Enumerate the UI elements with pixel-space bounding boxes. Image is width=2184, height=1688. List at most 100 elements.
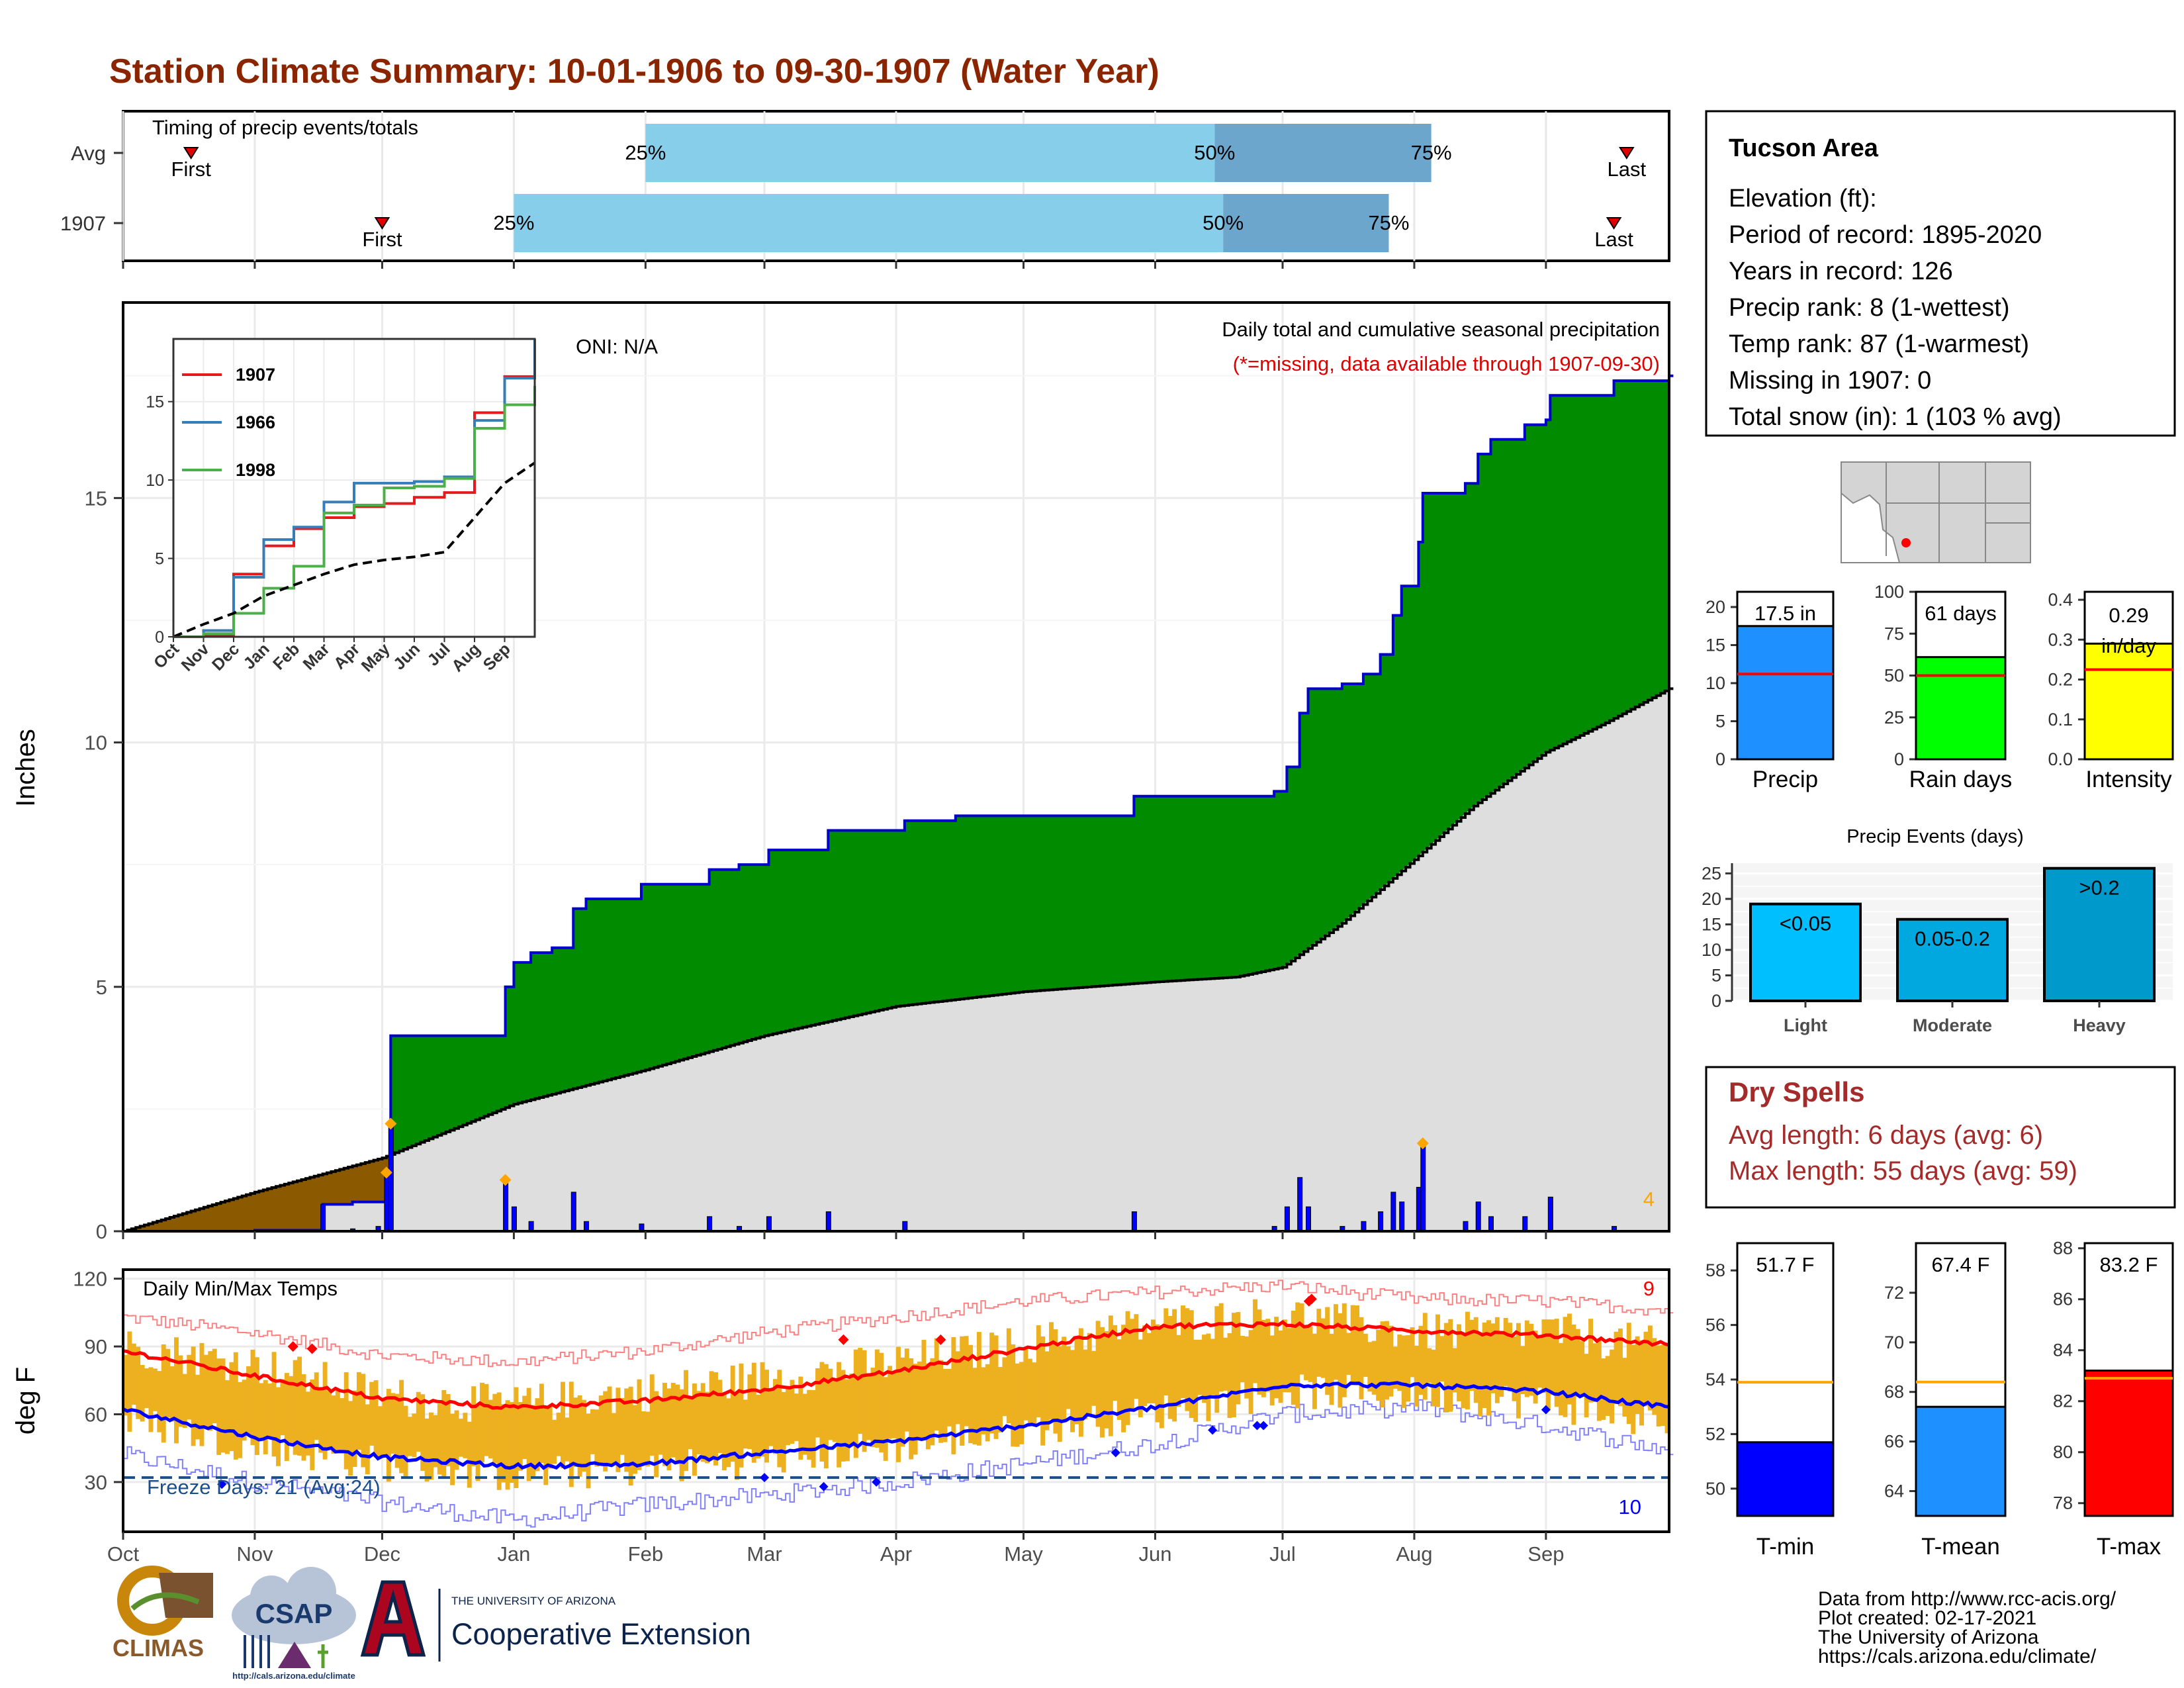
daily-temp-bar — [1622, 1358, 1627, 1417]
daily-temp-bar — [1134, 1314, 1139, 1399]
daily-temp-bar — [390, 1393, 396, 1454]
dry-spells-title: Dry Spells — [1729, 1076, 1864, 1107]
daily-temp-bar — [1469, 1319, 1475, 1391]
mini-ytick-label: 52 — [1706, 1424, 1725, 1444]
daily-temp-bar — [1223, 1337, 1228, 1391]
timing-p75-label: 75% — [1368, 211, 1409, 234]
daily-temp-bar — [246, 1366, 251, 1436]
daily-precip-bar — [1420, 1143, 1426, 1232]
daily-temp-bar — [505, 1400, 510, 1490]
daily-temp-bar — [1478, 1332, 1483, 1417]
inset-legend-label: 1966 — [236, 412, 275, 432]
daily-temp-bar — [305, 1391, 310, 1456]
daily-temp-bar — [594, 1409, 600, 1467]
daily-temp-bar — [658, 1397, 663, 1455]
daily-temp-bar — [705, 1391, 710, 1464]
daily-temp-bar — [463, 1413, 468, 1458]
daily-temp-bar — [127, 1331, 132, 1432]
daily-temp-bar — [501, 1404, 506, 1483]
daily-precip-bar — [707, 1216, 713, 1232]
timing-p50-label: 50% — [1203, 211, 1244, 234]
mini-value-label: 17.5 in — [1754, 602, 1816, 625]
daily-temp-bar — [1537, 1337, 1542, 1388]
daily-temp-bar — [1308, 1326, 1313, 1382]
daily-temp-bar — [394, 1393, 400, 1468]
station-info-line: Missing in 1907: 0 — [1729, 367, 1931, 395]
daily-temp-bar — [896, 1346, 901, 1462]
daily-precip-bar — [1390, 1192, 1396, 1232]
footer-line: https://cals.arizona.edu/climate/ — [1818, 1646, 2097, 1667]
daily-temp-bar — [1283, 1319, 1287, 1393]
record-low-marker — [872, 1477, 882, 1487]
mini-value-label: 61 days — [1925, 602, 1997, 625]
ua-cooperative-extension-logo: THE UNIVERSITY OF ARIZONA Cooperative Ex… — [360, 1580, 751, 1662]
mini-ytick-label: 82 — [2053, 1391, 2073, 1411]
inset-series-line — [173, 461, 536, 638]
daily-temp-bar — [556, 1413, 561, 1456]
daily-precip-bar — [388, 1123, 394, 1232]
last-event-label: Last — [1594, 228, 1633, 251]
daily-temp-bar — [318, 1390, 324, 1453]
daily-temp-bar — [1529, 1323, 1534, 1396]
mini-ytick-label: 15 — [1706, 635, 1725, 655]
daily-temp-bar — [1418, 1325, 1424, 1395]
events-bar-label: 0.05-0.2 — [1915, 927, 1990, 951]
daily-temp-bar — [1334, 1304, 1338, 1380]
daily-temp-bar — [615, 1387, 621, 1472]
ua-logo-a — [360, 1580, 426, 1657]
daily-temp-bar — [1435, 1314, 1440, 1407]
daily-temp-bar — [399, 1380, 404, 1474]
daily-temp-bar — [688, 1398, 693, 1450]
daily-temp-bar — [561, 1382, 565, 1469]
mini-ytick-label: 0.4 — [2048, 590, 2073, 610]
daily-temp-bar — [777, 1370, 782, 1468]
daily-temp-bar — [586, 1413, 591, 1489]
mini-ytick-label: 58 — [1706, 1260, 1725, 1280]
mini-ytick-label: 70 — [1884, 1333, 1904, 1352]
mini-ytick-label: 78 — [2053, 1493, 2073, 1513]
daily-temp-bar — [1559, 1342, 1564, 1416]
daily-temp-bar — [569, 1382, 574, 1487]
daily-precip-bar — [1306, 1206, 1312, 1232]
daily-temp-bar — [229, 1362, 234, 1452]
precip-subtitle: Daily total and cumulative seasonal prec… — [1222, 318, 1660, 341]
daily-temp-bar — [590, 1409, 595, 1454]
precip-panel: Daily total and cumulative seasonal prec… — [11, 301, 1674, 1243]
daily-temp-bar — [203, 1354, 208, 1428]
daily-temp-bar — [144, 1368, 150, 1409]
daily-temp-bar — [1631, 1344, 1636, 1434]
precip-events-bars: 0 5 10 15 20 25 <0.05 Light 0.05-0.2 Moderate >0.2… — [1702, 863, 2173, 1035]
daily-temp-bar — [1189, 1310, 1194, 1418]
first-event-label: First — [171, 158, 212, 181]
daily-temp-bar — [429, 1412, 433, 1480]
inset-legend-label: 1907 — [236, 365, 275, 385]
mini-ytick-label: 56 — [1706, 1315, 1725, 1335]
daily-temp-bar — [1299, 1303, 1304, 1375]
last-event-marker — [1619, 147, 1635, 160]
mini-ytick-label: 25 — [1884, 708, 1904, 727]
daily-temp-bar — [543, 1405, 549, 1485]
mini-ytick-label: 72 — [1884, 1283, 1904, 1303]
daily-temp-bar — [1116, 1339, 1122, 1420]
daily-temp-bar — [314, 1372, 319, 1440]
daily-temp-bar — [794, 1393, 799, 1441]
timing-p50-label: 50% — [1194, 141, 1235, 164]
daily-temp-bar — [157, 1371, 162, 1432]
daily-temp-bar — [1180, 1305, 1185, 1399]
average-cumulative-area — [123, 688, 1669, 1231]
daily-temp-bar — [335, 1389, 340, 1452]
daily-precip-bar — [902, 1221, 908, 1232]
first-event-marker — [374, 217, 390, 230]
daily-temp-bar — [781, 1391, 786, 1473]
timing-bar-25-50 — [514, 194, 1224, 252]
daily-temp-bar — [1172, 1309, 1177, 1422]
daily-temp-bar — [1461, 1335, 1466, 1409]
record-low-marker — [217, 1479, 227, 1489]
daily-temp-bar — [1346, 1333, 1351, 1375]
daily-temp-bar — [1274, 1317, 1279, 1399]
daily-temp-bar — [607, 1386, 612, 1465]
daily-temp-bar — [1257, 1309, 1262, 1395]
timing-panel: Timing of precip events/totals Avg 25% 50%… — [60, 110, 1670, 269]
daily-temp-bar — [1592, 1343, 1598, 1403]
daily-precip-bar — [1488, 1216, 1494, 1232]
